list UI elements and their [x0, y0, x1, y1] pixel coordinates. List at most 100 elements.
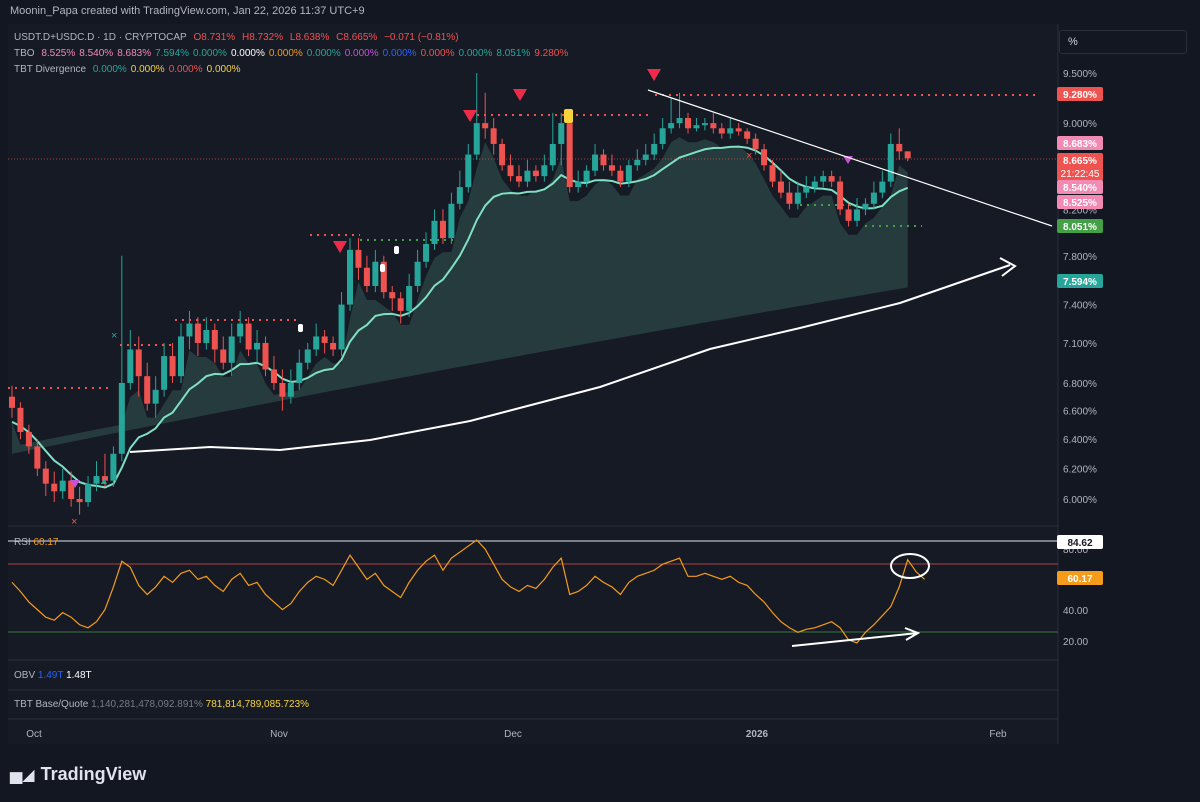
- price-tick-label: 8.200%: [1063, 205, 1097, 216]
- candle-body: [685, 117, 691, 129]
- price-tick-label: 6.400%: [1063, 435, 1097, 446]
- ohlc-change: −0.071 (−0.81%): [384, 32, 459, 43]
- tbo-legend: TBO 8.525% 8.540% 8.683% 7.594% 0.000% 0.000%…: [14, 48, 576, 59]
- candle-body: [101, 476, 108, 481]
- rsi-highlight-circle: [890, 553, 930, 579]
- candle-body: [17, 407, 24, 432]
- candle-body: [321, 336, 328, 343]
- candle-body: [152, 389, 159, 404]
- candle-body: [676, 117, 683, 124]
- price-tick-label: 6.600%: [1063, 407, 1097, 418]
- candle-body: [406, 285, 413, 311]
- candle-body: [313, 336, 320, 350]
- candle-body: [211, 329, 218, 350]
- candle-body: [448, 203, 455, 239]
- candle-body: [701, 123, 708, 126]
- candle-body: [161, 356, 168, 390]
- candle-body: [203, 329, 210, 343]
- candle-body: [625, 165, 632, 182]
- candle-body: [287, 382, 294, 397]
- candle-body: [608, 165, 615, 171]
- tbt-value: 0.000%: [92, 64, 127, 75]
- tradingview-logo-icon: ▅◢: [10, 767, 35, 784]
- price-level-tag: [1057, 219, 1103, 233]
- price-tick-label: 9.000%: [1063, 119, 1097, 130]
- scale-percent-label: %: [1068, 36, 1078, 48]
- time-tick-label: 2026: [746, 729, 769, 740]
- candle-body: [439, 220, 446, 239]
- candle-body: [727, 128, 734, 134]
- tbt-bq-value-b: 781,814,789,085.723%: [205, 699, 310, 710]
- price-tick-label: 9.500%: [1063, 69, 1097, 80]
- candle-body: [397, 298, 404, 311]
- candle-body: [499, 143, 506, 166]
- sell-signal-marker: [513, 89, 527, 101]
- price-level-label: 8.540%: [1063, 183, 1097, 194]
- time-tick-label: Dec: [504, 729, 522, 740]
- candle-body: [854, 209, 860, 221]
- price-level-label: 8.051%: [1063, 222, 1097, 233]
- candle-body: [870, 192, 877, 204]
- candle-body: [532, 170, 539, 177]
- ohlc-low: L8.638%: [289, 32, 330, 43]
- candle-body: [524, 170, 531, 182]
- candle-body: [431, 220, 438, 244]
- price-tick-label: 7.800%: [1063, 252, 1097, 263]
- countdown-label: 21:22:45: [1061, 169, 1100, 180]
- candle-body: [507, 165, 514, 177]
- candle-body: [566, 123, 573, 188]
- tbo-value: 0.000%: [268, 48, 303, 59]
- candle-body: [803, 187, 810, 193]
- ohlc-high: H8.732%: [241, 32, 284, 43]
- tbt-bq-value-a: 1,140,281,478,092.891%: [91, 699, 203, 710]
- tbo-value: 0.000%: [306, 48, 341, 59]
- candle-body: [34, 446, 41, 469]
- candle-body: [194, 323, 201, 343]
- candle-body: [837, 181, 844, 210]
- rsi-value: 60.17: [33, 537, 59, 548]
- candle-body: [228, 336, 235, 363]
- tbt-bq-legend: TBT Base/Quote 1,140,281,478,092.891% 78…: [14, 699, 309, 710]
- scale-percent-button[interactable]: %: [1059, 30, 1187, 54]
- candle-body: [110, 453, 117, 481]
- candle-body: [845, 209, 852, 221]
- time-tick-label: Feb: [989, 729, 1007, 740]
- candle-body: [575, 181, 582, 188]
- candle-body: [490, 128, 497, 144]
- candle-body: [270, 369, 277, 383]
- obv-name: OBV: [14, 670, 36, 681]
- brand-text: TradingView: [40, 764, 147, 784]
- candle-body: [135, 349, 142, 377]
- candle-body: [245, 323, 252, 350]
- tbo-value: 7.594%: [155, 48, 190, 59]
- tbt-value: 0.000%: [168, 64, 203, 75]
- candle-body: [118, 382, 125, 454]
- candle-body: [76, 499, 83, 503]
- price-level-tag: [1057, 153, 1103, 181]
- obv-value-a: 1.49T: [37, 670, 64, 681]
- candle-body: [254, 342, 261, 350]
- rsi-tick-label: 40.00: [1063, 606, 1088, 617]
- candle-body: [752, 138, 759, 150]
- candle-body: [178, 336, 184, 377]
- candle-body: [330, 342, 337, 350]
- candle-body: [9, 396, 15, 408]
- candle-body: [879, 181, 886, 193]
- rsi-divergence-line: [791, 632, 919, 647]
- candle-body: [820, 176, 827, 182]
- price-level-tag: [1057, 274, 1103, 288]
- candle-body: [262, 342, 269, 370]
- tbo-value: 0.000%: [193, 48, 227, 59]
- rsi-tick-label: 80.00: [1063, 545, 1088, 556]
- cross-marker: ×: [111, 330, 117, 342]
- tradingview-logo[interactable]: ▅◢ TradingView: [10, 764, 146, 785]
- candle-body: [414, 261, 421, 286]
- up-marker: [380, 264, 385, 272]
- top-credit-bar: Moonin_Papa created with TradingView.com…: [0, 0, 1200, 24]
- candle-body: [59, 480, 66, 492]
- credit-text: Moonin_Papa created with TradingView.com…: [10, 5, 365, 17]
- candle-body: [363, 267, 370, 286]
- price-tick-label: 7.100%: [1063, 339, 1097, 350]
- price-level-tag: [1057, 136, 1103, 150]
